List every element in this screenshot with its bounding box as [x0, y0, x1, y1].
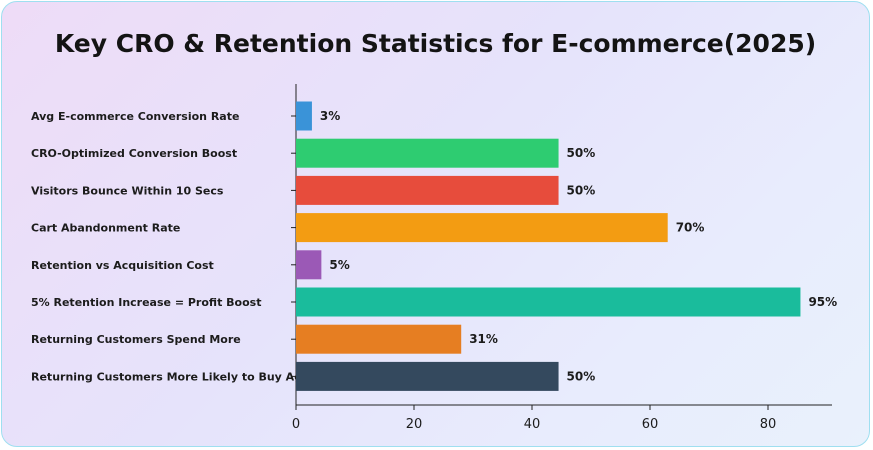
- x-tick-label: 20: [406, 417, 423, 432]
- data-label: 50%: [567, 183, 596, 197]
- chart-title: Key CRO & Retention Statistics for E-com…: [54, 29, 817, 58]
- bar: [296, 213, 668, 243]
- x-tick-label: 60: [642, 417, 659, 432]
- category-label: Avg E-commerce Conversion Rate: [31, 110, 239, 123]
- data-label: 50%: [567, 146, 596, 160]
- data-label: 70%: [676, 221, 705, 235]
- bar: [296, 361, 559, 391]
- category-label: Returning Customers Spend More: [31, 333, 241, 346]
- bar: [296, 324, 462, 354]
- category-label: 5% Retention Increase = Profit Boost: [31, 296, 261, 309]
- bar: [296, 138, 559, 168]
- bar: [296, 101, 312, 131]
- x-tick-label: 0: [292, 417, 300, 432]
- category-label: Retention vs Acquisition Cost: [31, 259, 214, 272]
- x-tick-label: 80: [760, 417, 777, 432]
- category-label: Returning Customers More Likely to Buy A…: [31, 370, 321, 383]
- x-tick-label: 40: [524, 417, 541, 432]
- category-label: Cart Abandonment Rate: [31, 222, 180, 235]
- bar: [296, 250, 322, 280]
- data-label: 31%: [469, 332, 498, 346]
- category-label: Visitors Bounce Within 10 Secs: [31, 184, 224, 197]
- bar: [296, 175, 559, 205]
- category-label: CRO-Optimized Conversion Boost: [31, 147, 237, 160]
- data-label: 95%: [808, 295, 837, 309]
- data-label: 50%: [567, 369, 596, 383]
- data-label: 5%: [329, 258, 349, 272]
- bar: [296, 287, 801, 317]
- data-label: 3%: [320, 109, 340, 123]
